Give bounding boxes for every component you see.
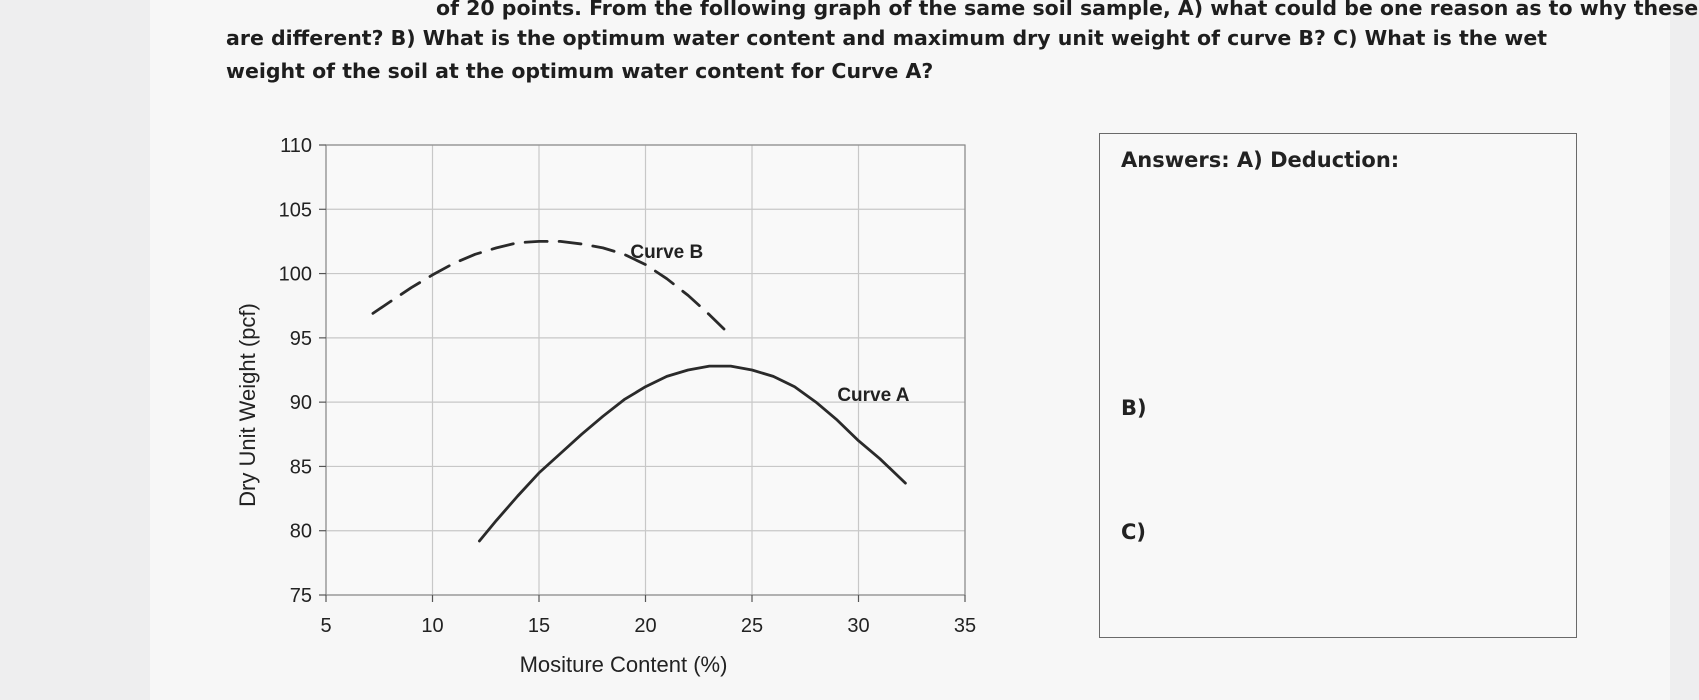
x-tick-label: 20	[634, 615, 656, 637]
question-line-1: are different? B) What is the optimum wa…	[226, 26, 1548, 50]
series-line-curve-b	[371, 239, 728, 333]
question-line-2: weight of the soil at the optimum water …	[226, 59, 934, 83]
answer-b-label: B)	[1121, 396, 1147, 420]
question-text: of 20 points. From the following graph o…	[226, 0, 1699, 88]
answers-heading: Answers: A) Deduction:	[1121, 148, 1400, 172]
x-tick-label: 10	[421, 615, 443, 637]
compaction-chart: 75 80 85 90 95 100 105 110 5 10 15 20 25 30 35 Mositure…	[235, 135, 976, 677]
series-line-curve-a	[477, 364, 907, 543]
x-tick-label: 5	[320, 615, 331, 637]
y-tick-label: 95	[290, 328, 312, 350]
x-tick-label: 25	[741, 615, 763, 637]
y-tick-label: 80	[290, 521, 312, 543]
x-axis-title: Mositure Content (%)	[520, 652, 728, 677]
answer-box[interactable]: Answers: A) Deduction: B) C)	[1099, 133, 1577, 638]
curve-b-label: Curve B	[630, 242, 703, 263]
y-axis-title: Dry Unit Weight (pcf)	[235, 303, 260, 507]
answer-c-label: C)	[1121, 520, 1147, 544]
curve-a-label: Curve A	[837, 385, 909, 406]
y-tick-label: 110	[280, 135, 312, 157]
y-tick-label: 105	[279, 199, 312, 221]
question-cut-line: of 20 points. From the following graph o…	[436, 0, 1699, 20]
y-tick-label: 85	[290, 456, 312, 478]
y-tick-label: 90	[290, 392, 312, 414]
x-tick-label: 15	[528, 615, 550, 637]
x-tick-label: 30	[847, 615, 869, 637]
x-tick-label: 35	[954, 615, 976, 637]
y-tick-label: 100	[279, 264, 312, 286]
y-tick-label: 75	[290, 585, 312, 607]
